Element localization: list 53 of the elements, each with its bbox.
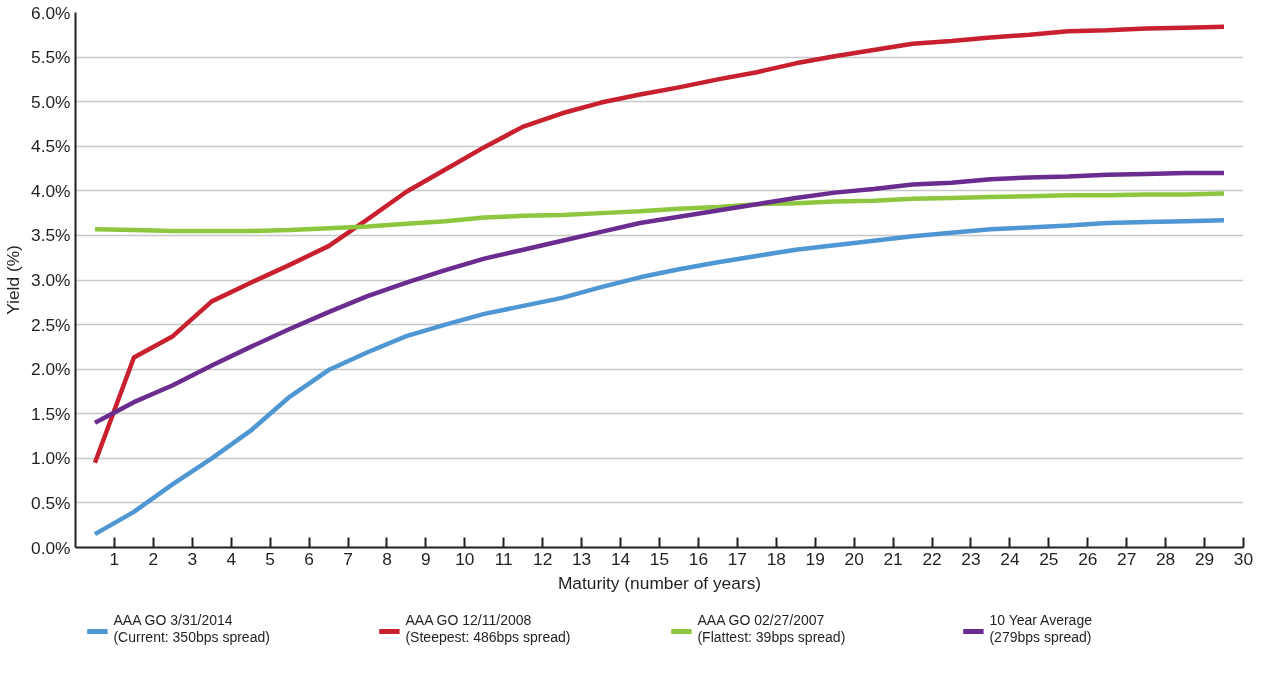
y-tick-label: 4.5%: [31, 136, 71, 157]
x-tick-label: 21: [883, 548, 903, 569]
x-tick-label: 25: [1039, 548, 1059, 569]
y-axis-title: Yield (%): [3, 245, 23, 315]
x-tick-label: 15: [649, 548, 670, 569]
x-tick-label: 18: [766, 548, 786, 569]
x-tick-label: 19: [805, 548, 825, 569]
legend-label: AAA GO 02/27/2007 (Flattest: 39bps spread): [697, 611, 846, 646]
x-tick-label: 8: [382, 548, 392, 569]
legend-label: AAA GO 12/11/2008 (Steepest: 486bps spread): [405, 611, 571, 646]
x-tick-label: 6: [304, 548, 314, 569]
y-tick-label: 3.0%: [31, 270, 71, 290]
y-tick-label: 0.5%: [31, 492, 71, 513]
x-tick-label: 24: [1000, 548, 1020, 569]
y-tick-label: 1.0%: [31, 448, 71, 469]
x-axis-title: Maturity (number of years): [557, 572, 762, 593]
line-series: [92, 170, 1227, 425]
x-tick-label: 17: [727, 548, 748, 569]
y-tick-label: 0.0%: [31, 537, 71, 558]
x-tick-label: 3: [187, 548, 198, 569]
y-tick-label: 3.5%: [31, 225, 71, 246]
x-tick-label: 14: [610, 548, 631, 569]
legend-label: 10 Year Average (279bps spread): [989, 611, 1093, 646]
x-tick-label: 7: [343, 548, 353, 569]
x-tick-label: 22: [922, 548, 942, 569]
x-tick-label: 2: [148, 548, 159, 569]
line-series: [92, 218, 1227, 537]
x-tick-label: 11: [494, 548, 513, 569]
x-tick-label: 27: [1117, 548, 1137, 569]
y-tick-label: 5.5%: [31, 47, 71, 68]
x-tick-label: 4: [226, 548, 237, 569]
y-tick-label: 2.5%: [31, 314, 71, 335]
x-tick-label: 26: [1078, 548, 1098, 569]
x-tick-label: 1: [109, 548, 120, 569]
y-tick-label: 4.0%: [31, 180, 71, 201]
y-tick-label: 1.5%: [31, 403, 71, 424]
x-tick-label: 5: [265, 548, 275, 569]
x-tick-label: 9: [421, 548, 431, 569]
x-tick-label: 20: [844, 548, 864, 569]
legend-label: AAA GO 3/31/2014 (Current: 350bps spread): [113, 611, 270, 646]
x-tick-label: 29: [1194, 548, 1215, 569]
y-tick-label: 5.0%: [31, 91, 71, 112]
y-tick-label: 2.0%: [31, 359, 71, 380]
x-tick-label: 13: [572, 548, 592, 569]
x-tick-label: 10: [455, 548, 475, 569]
x-tick-label: 28: [1156, 548, 1176, 569]
x-tick-label: 23: [961, 548, 981, 569]
y-tick-label: 6.0%: [31, 2, 71, 23]
x-tick-label: 16: [688, 548, 709, 569]
x-tick-label: 12: [533, 548, 553, 569]
line-series: [92, 191, 1227, 234]
line-series: [92, 24, 1227, 466]
x-tick-label: 30: [1233, 548, 1254, 569]
